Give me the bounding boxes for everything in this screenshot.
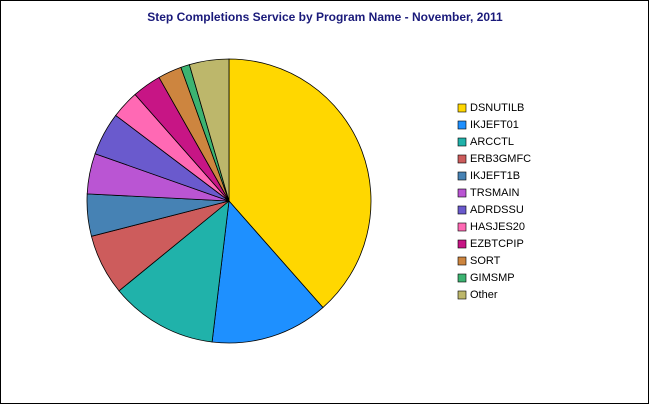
legend-label: EZBTCPIP [470,238,524,250]
pie-slice [188,58,230,202]
legend-label: TRSMAIN [470,187,520,199]
legend-swatch [457,273,467,283]
legend-label: IKJEFT1B [470,170,520,182]
legend-swatch [457,171,467,181]
legend-label: GIMSMP [470,272,515,284]
legend-label: ADRDSSU [470,204,524,216]
legend-swatch [457,120,467,130]
legend-label: ARCCTL [470,136,514,148]
legend-label: IKJEFT01 [470,119,519,131]
legend-label: DSNUTILB [470,102,524,114]
legend-swatch [457,137,467,147]
legend-swatch [457,290,467,300]
legend-swatch [457,188,467,198]
legend-swatch [457,103,467,113]
legend-label: HASJES20 [470,221,525,233]
pie-slice [211,200,324,344]
legend-label: SORT [470,255,501,267]
legend-swatch [457,205,467,215]
legend-label: ERB3GMFC [470,153,531,165]
pie-slice [228,58,372,309]
legend-label: Other [470,289,498,301]
chart-title: Step Completions Service by Program Name… [147,10,503,24]
legend-swatch [457,256,467,266]
legend-swatch [457,222,467,232]
legend-swatch [457,154,467,164]
legend-swatch [457,239,467,249]
pie-slice [118,200,230,343]
